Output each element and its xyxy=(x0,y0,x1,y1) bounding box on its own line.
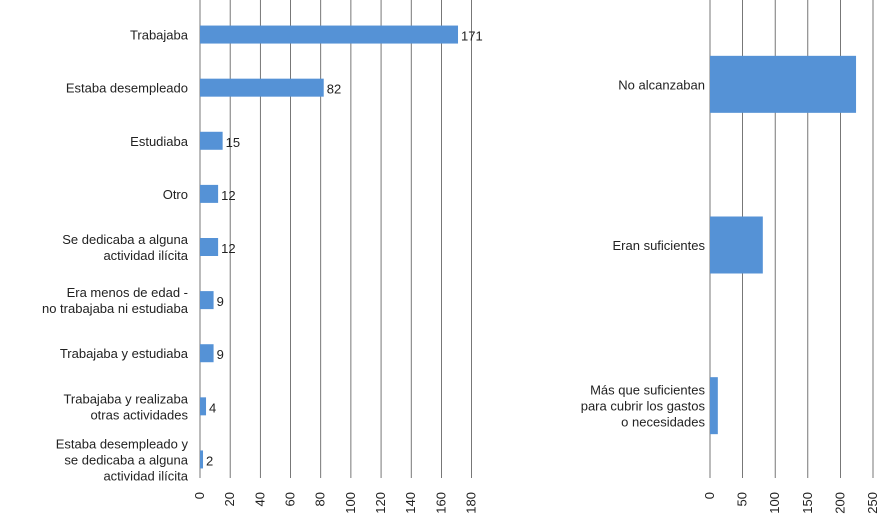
x-tick-label: 100 xyxy=(767,492,782,514)
category-label: Trabajaba y realizaba otras actividades xyxy=(63,391,188,422)
bar xyxy=(200,397,207,416)
category-label: Otro xyxy=(163,187,188,202)
category-label-line: Eran suficientes xyxy=(613,238,706,253)
bar xyxy=(710,216,763,274)
x-tick-label: 50 xyxy=(735,492,750,506)
bar xyxy=(200,238,219,256)
category-label-line: Se dedicaba a alguna xyxy=(62,232,189,247)
category-label: Estaba desempleado y se dedicaba a alguna… xyxy=(56,436,189,483)
category-label-line: No alcanzaban xyxy=(618,77,705,92)
x-tick-label: 120 xyxy=(373,492,388,514)
bar xyxy=(200,25,459,44)
category-label-line: Estaba desempleado y xyxy=(56,436,189,451)
bar xyxy=(200,450,204,469)
category-label-line: actividad ilícita xyxy=(103,248,188,263)
category-label-line: Era menos de edad - xyxy=(67,285,188,300)
category-label-line: Trabajaba y estudiaba xyxy=(60,346,189,361)
category-label-line: no trabajaba ni estudiaba xyxy=(42,301,189,316)
category-label-line: otras actividades xyxy=(90,407,188,422)
category-label: Estudiaba xyxy=(130,134,189,149)
category-label-line: Más que suficientes xyxy=(590,383,705,398)
category-label-line: Estudiaba xyxy=(130,134,189,149)
category-label-line: para cubrir los gastos xyxy=(581,399,706,414)
value-label: 12 xyxy=(221,241,235,256)
x-tick-label: 40 xyxy=(252,492,267,506)
category-label-line: actividad ilícita xyxy=(103,468,188,483)
category-label-line: Trabajaba xyxy=(130,28,189,43)
value-label: 12 xyxy=(221,188,235,203)
category-label: Era menos de edad -no trabajaba ni estud… xyxy=(42,285,189,316)
x-tick-label: 20 xyxy=(222,492,237,506)
x-tick-label: 80 xyxy=(313,492,328,506)
x-tick-label: 60 xyxy=(283,492,298,506)
bar xyxy=(200,131,223,150)
x-tick-label: 150 xyxy=(800,492,815,514)
bar xyxy=(710,55,857,113)
category-label: Estaba desempleado xyxy=(66,81,188,96)
value-label: 2 xyxy=(206,453,213,468)
category-label-line: o necesidades xyxy=(621,415,705,430)
category-label: Eran suficientes xyxy=(613,238,706,253)
x-tick-label: 250 xyxy=(865,492,880,514)
category-label-line: Trabajaba y realizaba xyxy=(63,391,188,406)
category-label: Trabajaba y estudiaba xyxy=(60,346,189,361)
bar xyxy=(200,184,219,203)
category-label-line: se dedicaba a alguna xyxy=(64,452,188,467)
x-tick-label: 160 xyxy=(433,492,448,514)
value-label: 9 xyxy=(217,347,224,362)
x-tick-label: 180 xyxy=(464,492,479,514)
bar xyxy=(200,78,324,97)
category-label: Se dedicaba a alguna actividad ilícita xyxy=(62,232,189,263)
value-label: 82 xyxy=(327,82,341,97)
category-label: Trabajaba xyxy=(130,28,189,43)
value-label: 15 xyxy=(226,135,240,150)
x-tick-label: 0 xyxy=(192,492,207,499)
value-label: 9 xyxy=(217,294,224,309)
bar xyxy=(200,344,214,363)
value-label: 4 xyxy=(209,400,216,415)
bar xyxy=(710,377,718,435)
bar xyxy=(200,291,214,310)
x-tick-label: 100 xyxy=(343,492,358,514)
x-tick-label: 200 xyxy=(832,492,847,514)
x-tick-label: 0 xyxy=(702,492,717,499)
category-label-line: Otro xyxy=(163,187,188,202)
x-tick-label: 140 xyxy=(403,492,418,514)
category-label-line: Estaba desempleado xyxy=(66,81,188,96)
category-label: No alcanzaban xyxy=(618,77,705,92)
category-label: Más que suficientes para cubrir los gasto… xyxy=(581,383,706,430)
value-label: 171 xyxy=(461,29,483,44)
